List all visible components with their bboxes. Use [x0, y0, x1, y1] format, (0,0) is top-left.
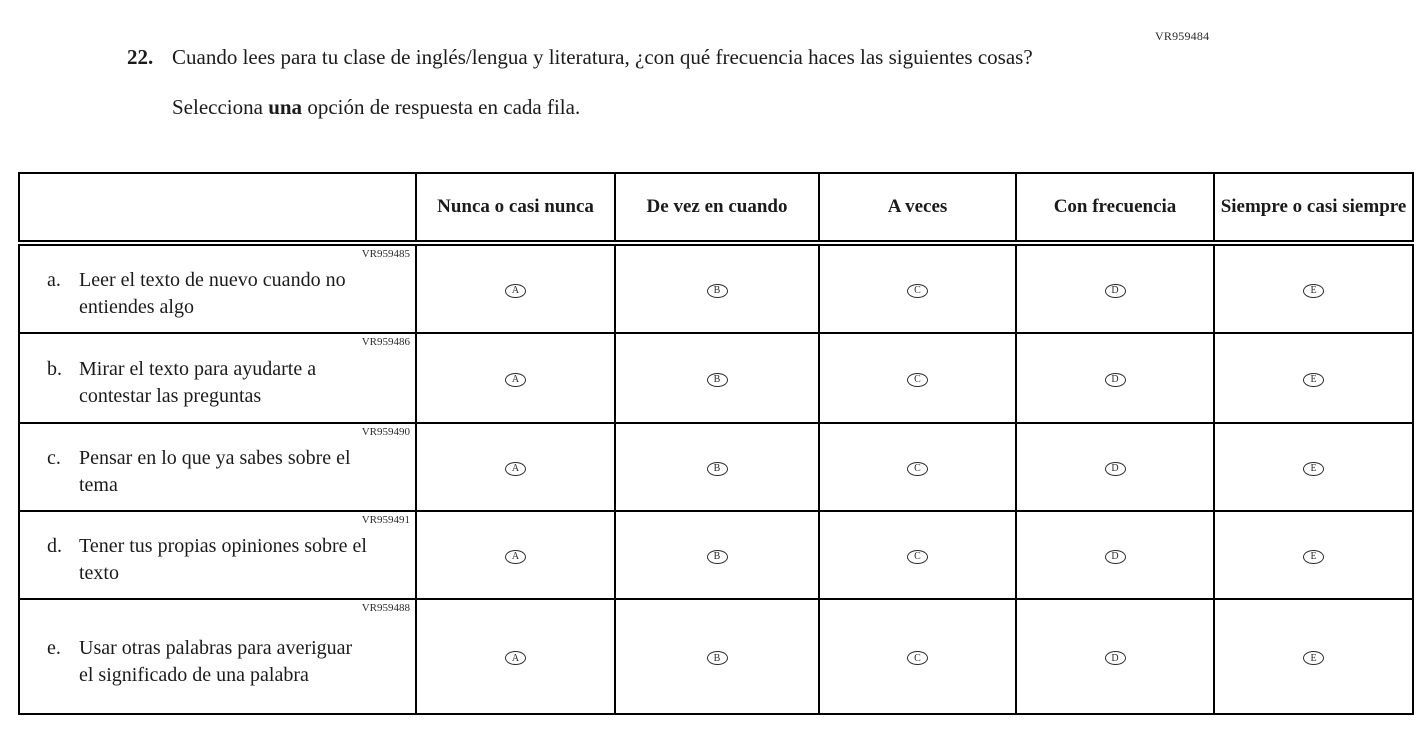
column-header-nunca: Nunca o casi nunca: [415, 172, 616, 246]
row-code-e: VR959488: [361, 602, 410, 614]
table-row-d: VR959491 d. Tener tus propias opiniones …: [18, 510, 1414, 600]
option-cell-c-C: C: [818, 422, 1017, 512]
option-bubble-c-D[interactable]: D: [1104, 461, 1126, 476]
option-bubble-d-D[interactable]: D: [1104, 549, 1126, 564]
option-bubble-c-E[interactable]: E: [1303, 461, 1324, 476]
option-cell-a-C: C: [818, 242, 1017, 334]
option-cell-e-C: C: [818, 598, 1017, 715]
option-bubble-d-E[interactable]: E: [1303, 549, 1324, 564]
item-cell-d: VR959491 d. Tener tus propias opiniones …: [18, 510, 417, 600]
option-cell-b-C: C: [818, 332, 1017, 424]
option-cell-e-B: B: [614, 598, 820, 715]
item-text-e: Usar otras palabras para averiguar el si…: [79, 636, 353, 686]
table-row-e: VR959488 e. Usar otras palabras para ave…: [18, 598, 1414, 715]
option-cell-d-C: C: [818, 510, 1017, 600]
instruction-emphasis: una: [268, 95, 303, 120]
question-number: 22.: [127, 45, 154, 69]
option-cell-b-A: A: [415, 332, 616, 424]
option-cell-a-A: A: [415, 242, 616, 334]
option-cell-c-D: D: [1015, 422, 1215, 512]
item-cell-a: VR959485 a. Leer el texto de nuevo cuand…: [18, 242, 417, 334]
option-cell-b-E: E: [1213, 332, 1414, 424]
option-cell-a-B: B: [614, 242, 820, 334]
option-bubble-b-E[interactable]: E: [1303, 372, 1324, 387]
column-header-siempre: Siempre o casi siempre: [1213, 172, 1414, 246]
option-bubble-b-A[interactable]: A: [505, 372, 526, 387]
option-bubble-e-D[interactable]: D: [1104, 651, 1126, 665]
item-text-b: Mirar el texto para ayudarte a contestar…: [79, 358, 317, 407]
option-bubble-d-B[interactable]: B: [706, 549, 728, 564]
item-letter-e: e.: [47, 636, 61, 659]
option-bubble-c-C[interactable]: C: [907, 461, 928, 476]
question-text: Cuando lees para tu clase de inglés/leng…: [172, 45, 1033, 69]
table-row-b: VR959486 b. Mirar el texto para ayudarte…: [18, 332, 1414, 424]
option-cell-d-D: D: [1015, 510, 1215, 600]
row-code-c: VR959490: [361, 426, 410, 438]
item-letter-b: b.: [47, 358, 62, 380]
response-matrix-table: Nunca o casi nunca De vez en cuando A ve…: [18, 172, 1414, 715]
option-cell-d-A: A: [415, 510, 616, 600]
option-bubble-b-D[interactable]: D: [1104, 372, 1126, 387]
option-bubble-c-B[interactable]: B: [706, 461, 728, 476]
item-letter-c: c.: [47, 447, 61, 469]
item-letter-d: d.: [47, 535, 62, 557]
option-bubble-a-A[interactable]: A: [505, 283, 526, 298]
option-bubble-d-A[interactable]: A: [505, 549, 526, 564]
option-bubble-b-C[interactable]: C: [907, 372, 928, 387]
option-bubble-a-D[interactable]: D: [1104, 283, 1126, 298]
option-bubble-e-E[interactable]: E: [1303, 651, 1324, 665]
option-cell-e-E: E: [1213, 598, 1414, 715]
instruction-suffix: opción de respuesta en cada fila.: [302, 95, 581, 120]
form-code: VR959484: [1155, 29, 1210, 43]
option-cell-b-D: D: [1015, 332, 1215, 424]
option-cell-c-E: E: [1213, 422, 1414, 512]
item-text-a: Leer el texto de nuevo cuando no entiend…: [79, 269, 346, 318]
option-cell-e-A: A: [415, 598, 616, 715]
option-cell-c-B: B: [614, 422, 820, 512]
item-cell-b: VR959486 b. Mirar el texto para ayudarte…: [18, 332, 417, 424]
option-cell-c-A: A: [415, 422, 616, 512]
table-row-a: VR959485 a. Leer el texto de nuevo cuand…: [18, 242, 1414, 334]
option-bubble-c-A[interactable]: A: [505, 461, 526, 476]
option-bubble-d-C[interactable]: C: [907, 549, 928, 564]
row-code-d: VR959491: [361, 514, 410, 526]
item-cell-e: VR959488 e. Usar otras palabras para ave…: [18, 598, 417, 715]
item-cell-c: VR959490 c. Pensar en lo que ya sabes so…: [18, 422, 417, 512]
column-header-con-frecuencia: Con frecuencia: [1015, 172, 1215, 246]
option-cell-d-B: B: [614, 510, 820, 600]
option-bubble-e-C[interactable]: C: [907, 651, 928, 665]
option-bubble-a-B[interactable]: B: [706, 283, 728, 298]
option-cell-e-D: D: [1015, 598, 1215, 715]
question-instruction: Selecciona una opción de respuesta en ca…: [172, 95, 1107, 120]
option-bubble-e-B[interactable]: B: [706, 651, 728, 665]
table-row-c: VR959490 c. Pensar en lo que ya sabes so…: [18, 422, 1414, 512]
option-cell-d-E: E: [1213, 510, 1414, 600]
option-cell-a-E: E: [1213, 242, 1414, 334]
column-header-de-vez-en-cuando: De vez en cuando: [614, 172, 820, 246]
row-code-a: VR959485: [361, 248, 410, 260]
option-cell-a-D: D: [1015, 242, 1215, 334]
question-block: 22. Cuando lees para tu clase de inglés/…: [127, 44, 1107, 120]
option-bubble-e-A[interactable]: A: [505, 651, 526, 665]
option-bubble-a-C[interactable]: C: [907, 283, 928, 298]
option-bubble-a-E[interactable]: E: [1303, 283, 1324, 298]
column-header-a-veces: A veces: [818, 172, 1017, 246]
header-row: Nunca o casi nunca De vez en cuando A ve…: [18, 172, 1414, 246]
instruction-prefix: Selecciona: [172, 95, 269, 120]
option-cell-b-B: B: [614, 332, 820, 424]
item-text-c: Pensar en lo que ya sabes sobre el tema: [79, 447, 351, 496]
item-text-d: Tener tus propias opiniones sobre el tex…: [79, 535, 367, 584]
item-letter-a: a.: [47, 269, 61, 291]
row-code-b: VR959486: [361, 336, 410, 348]
corner-cell: [18, 172, 417, 246]
option-bubble-b-B[interactable]: B: [706, 372, 728, 387]
